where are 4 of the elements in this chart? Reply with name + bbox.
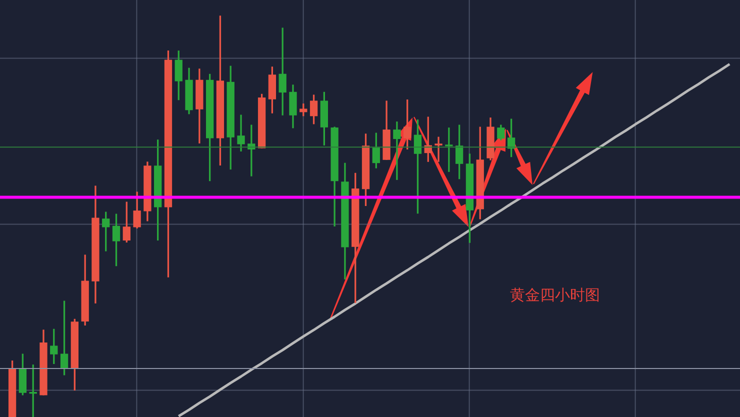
annotation: 黄金四小时图: [510, 286, 600, 304]
candlestick: [434, 136, 442, 162]
candlestick: [393, 122, 401, 180]
candlestick: [237, 114, 245, 152]
